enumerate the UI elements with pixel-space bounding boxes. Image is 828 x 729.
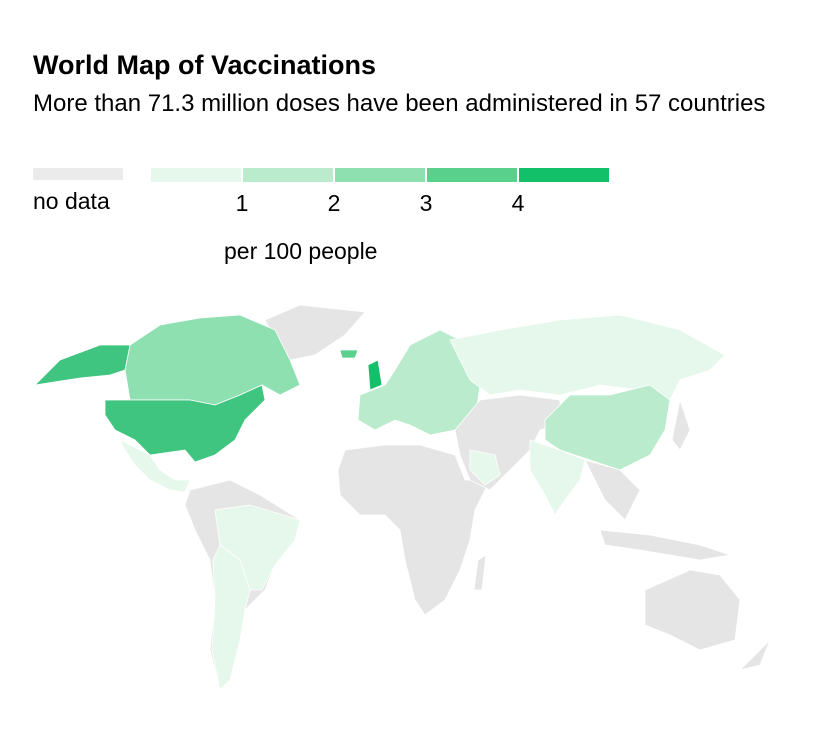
usa[interactable] bbox=[104, 384, 266, 463]
china[interactable] bbox=[544, 384, 671, 471]
india[interactable] bbox=[529, 439, 586, 516]
saudi-uae[interactable] bbox=[469, 449, 501, 486]
chart-subtitle: More than 71.3 million doses have been a… bbox=[33, 90, 766, 117]
australia[interactable] bbox=[644, 569, 741, 651]
legend-bin-0 bbox=[151, 168, 241, 182]
legend-bin-4 bbox=[519, 168, 609, 182]
madagascar[interactable] bbox=[473, 554, 487, 591]
uk[interactable] bbox=[367, 359, 383, 391]
argentina-chile[interactable] bbox=[211, 544, 251, 691]
legend-bin-2 bbox=[335, 168, 425, 182]
chart-title: World Map of Vaccinations bbox=[33, 50, 377, 80]
legend-tick: 3 bbox=[419, 190, 433, 216]
legend-tick: 2 bbox=[327, 190, 341, 216]
alaska[interactable] bbox=[33, 344, 131, 386]
mexico[interactable] bbox=[119, 439, 191, 493]
japan[interactable] bbox=[671, 398, 691, 451]
legend-bin-1 bbox=[243, 168, 333, 182]
world-map bbox=[33, 304, 771, 691]
southeast-asia[interactable] bbox=[584, 459, 641, 521]
legend-no-data-label: no data bbox=[33, 188, 110, 214]
africa[interactable] bbox=[337, 444, 491, 616]
legend-unit: per 100 people bbox=[224, 238, 378, 264]
legend-tick: 1 bbox=[235, 190, 249, 216]
new-zealand[interactable] bbox=[738, 639, 771, 671]
legend-tick: 4 bbox=[511, 190, 525, 216]
legend-no-data-swatch bbox=[33, 168, 123, 180]
legend-bin-3 bbox=[427, 168, 517, 182]
russia[interactable] bbox=[449, 314, 726, 401]
iceland[interactable] bbox=[339, 349, 359, 359]
indonesia[interactable] bbox=[599, 529, 731, 561]
